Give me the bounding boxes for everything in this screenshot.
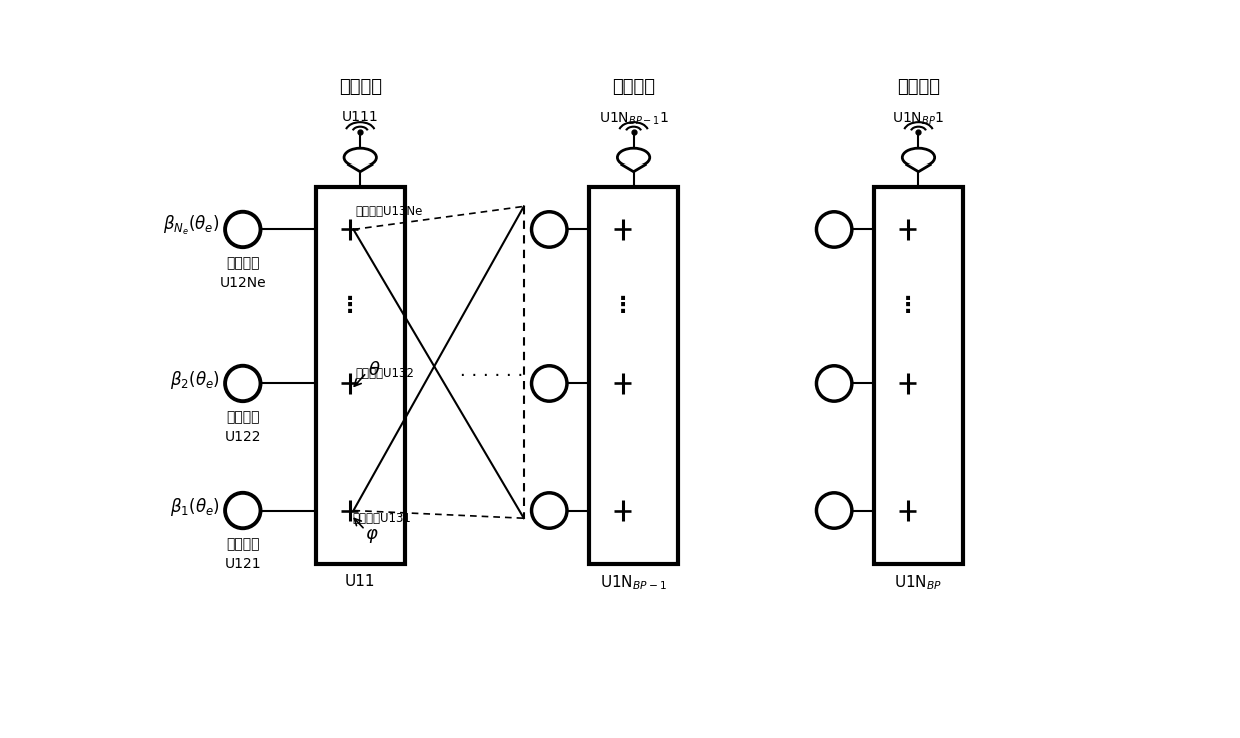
Text: θ: θ bbox=[368, 361, 379, 379]
Text: U1N$_{BP-1}$: U1N$_{BP-1}$ bbox=[600, 573, 667, 593]
Text: U11: U11 bbox=[345, 573, 376, 589]
Bar bbox=[874, 187, 962, 565]
Ellipse shape bbox=[618, 148, 650, 167]
Text: ⋮: ⋮ bbox=[897, 297, 919, 317]
Text: $\beta_{1}(\theta_e)$: $\beta_{1}(\theta_e)$ bbox=[170, 496, 219, 517]
Text: $\beta_{2}(\theta_e)$: $\beta_{2}(\theta_e)$ bbox=[170, 368, 219, 390]
Text: ⋮: ⋮ bbox=[339, 297, 361, 317]
Text: 天线元件U132: 天线元件U132 bbox=[355, 368, 414, 380]
Text: 天线元件U131: 天线元件U131 bbox=[352, 512, 412, 525]
Text: U1N$_{BP}$1: U1N$_{BP}$1 bbox=[893, 110, 945, 126]
Text: · · · · · ·: · · · · · · bbox=[460, 367, 523, 384]
Polygon shape bbox=[622, 165, 645, 172]
Ellipse shape bbox=[903, 148, 935, 167]
Polygon shape bbox=[348, 165, 372, 172]
Text: ⋮: ⋮ bbox=[611, 297, 634, 317]
Text: 天线端口: 天线端口 bbox=[339, 78, 382, 96]
Text: 权重矢量: 权重矢量 bbox=[226, 410, 259, 424]
Text: 权重矢量: 权重矢量 bbox=[226, 537, 259, 551]
Text: $\beta_{N_e}(\theta_e)$: $\beta_{N_e}(\theta_e)$ bbox=[164, 214, 219, 237]
Text: U111: U111 bbox=[342, 110, 378, 124]
Polygon shape bbox=[906, 165, 930, 172]
Text: 权重矢量: 权重矢量 bbox=[226, 256, 259, 270]
Bar bbox=[316, 187, 404, 565]
Text: U121: U121 bbox=[224, 557, 262, 571]
Text: U122: U122 bbox=[224, 430, 262, 444]
Text: U1N$_{BP-1}$1: U1N$_{BP-1}$1 bbox=[599, 110, 668, 126]
Text: φ: φ bbox=[365, 525, 377, 542]
Text: 天线元件U13Ne: 天线元件U13Ne bbox=[355, 205, 423, 218]
Text: 天线端口: 天线端口 bbox=[613, 78, 655, 96]
Text: 天线端口: 天线端口 bbox=[897, 78, 940, 96]
Ellipse shape bbox=[343, 148, 377, 167]
Text: U12Ne: U12Ne bbox=[219, 277, 267, 291]
Text: U1N$_{BP}$: U1N$_{BP}$ bbox=[894, 573, 942, 593]
Bar bbox=[589, 187, 678, 565]
